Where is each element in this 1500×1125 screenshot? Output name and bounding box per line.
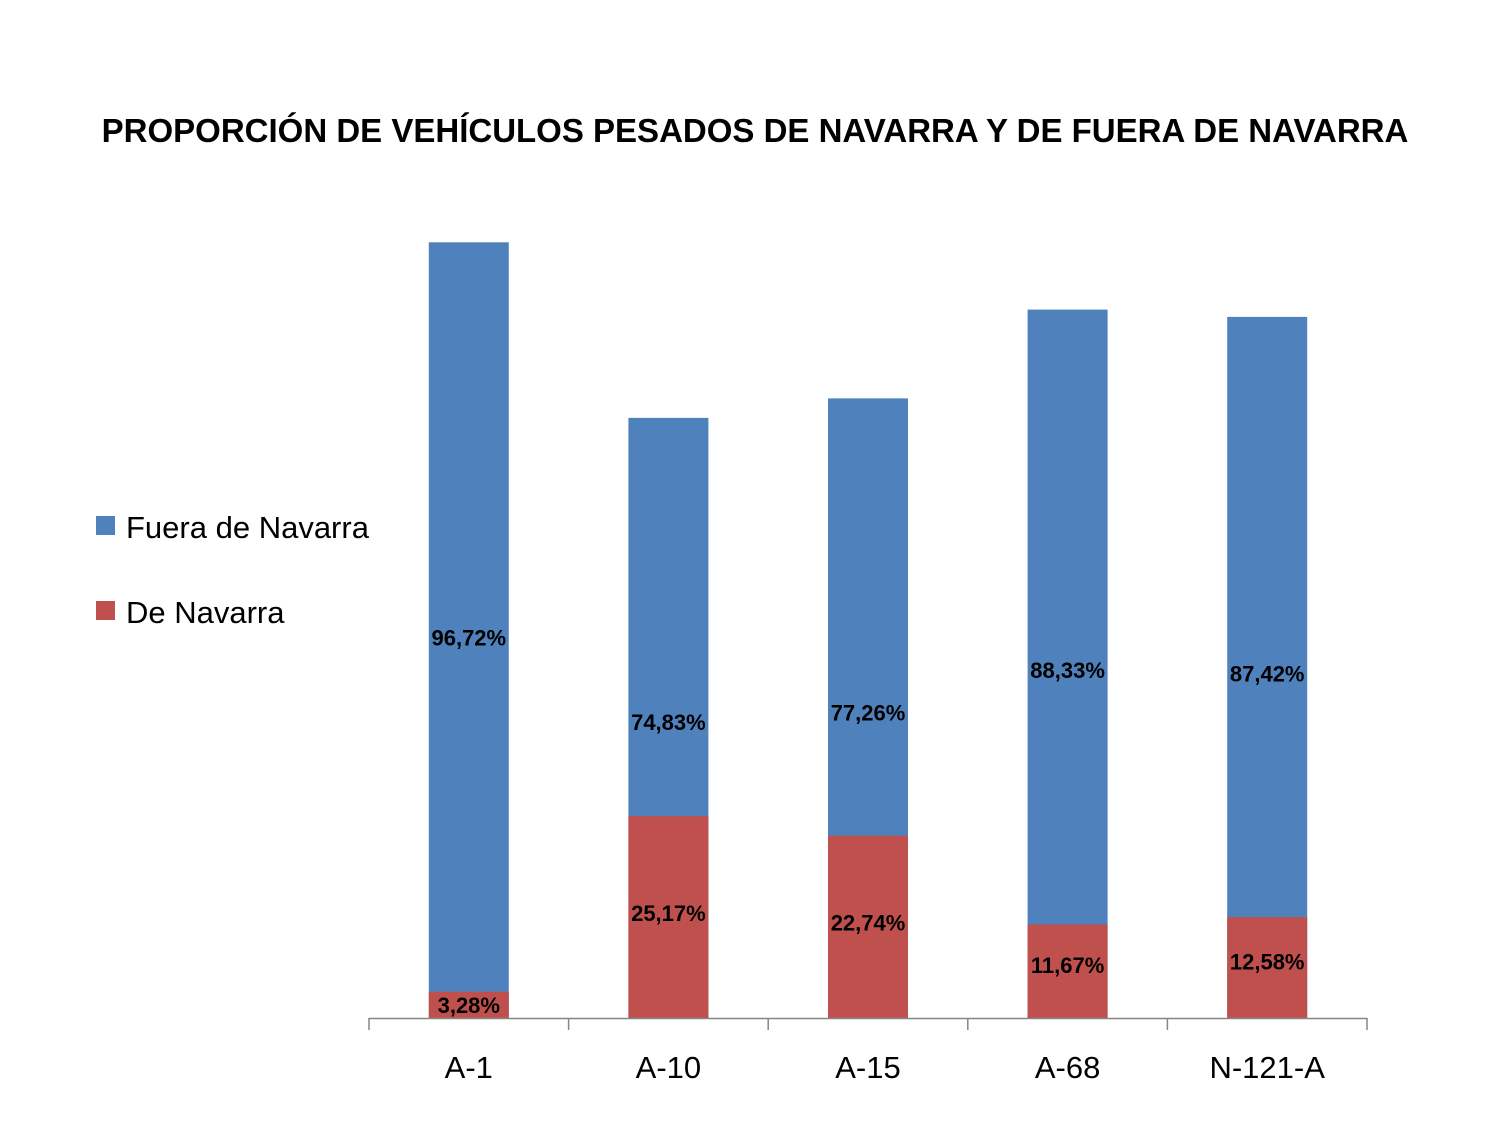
data-label-fuera-de-navarra-a-10: 74,83%	[631, 710, 706, 735]
chart-title: PROPORCIÓN DE VEHÍCULOS PESADOS DE NAVAR…	[102, 112, 1409, 149]
bar-de-navarra-n-121-a	[1227, 917, 1308, 1018]
data-label-fuera-de-navarra-a-15: 77,26%	[831, 701, 906, 726]
data-label-fuera-de-navarra-n-121-a: 87,42%	[1230, 661, 1305, 686]
data-label-de-navarra-a-10: 25,17%	[631, 901, 706, 926]
x-tick-label-a-15: A-15	[835, 1050, 900, 1085]
data-label-de-navarra-a-1: 3,28%	[438, 993, 500, 1018]
bar-de-navarra-a-10	[628, 816, 709, 1018]
data-labels-group: 96,72% 3,28% 74,83% 25,17% 77,26% 22,74% 88,33…	[431, 626, 1304, 1018]
x-tick-label-a-10: A-10	[636, 1050, 701, 1085]
data-label-fuera-de-navarra-a-1: 96,72%	[431, 626, 506, 651]
bar-de-navarra-a-68	[1027, 924, 1108, 1018]
legend-swatch-de-navarra	[96, 601, 115, 620]
bar-fuera-de-navarra-n-121-a	[1227, 316, 1308, 1018]
legend: Fuera de Navarra De Navarra	[96, 510, 370, 630]
bar-fuera-de-navarra-a-1	[428, 242, 509, 1018]
bar-de-navarra-a-1	[428, 991, 509, 1018]
data-label-de-navarra-a-15: 22,74%	[831, 910, 906, 935]
x-tick-label-a-68: A-68	[1035, 1050, 1100, 1085]
legend-label-de-navarra: De Navarra	[126, 595, 285, 630]
data-label-fuera-de-navarra-a-68: 88,33%	[1030, 658, 1105, 683]
data-label-de-navarra-a-68: 11,67%	[1031, 953, 1104, 978]
x-axis: A-1 A-10 A-15 A-68 N-121-A	[368, 1017, 1368, 1085]
bar-fuera-de-navarra-a-68	[1027, 309, 1108, 1019]
bar-de-navarra-a-15	[828, 835, 908, 1018]
x-tick-label-a-1: A-1	[445, 1050, 493, 1085]
legend-swatch-fuera-de-navarra	[96, 516, 115, 535]
x-tick-label-n-121-a: N-121-A	[1209, 1050, 1325, 1085]
legend-label-fuera-de-navarra: Fuera de Navarra	[126, 510, 370, 545]
bars-group	[428, 242, 1308, 1019]
data-label-de-navarra-n-121-a: 12,58%	[1230, 950, 1305, 975]
